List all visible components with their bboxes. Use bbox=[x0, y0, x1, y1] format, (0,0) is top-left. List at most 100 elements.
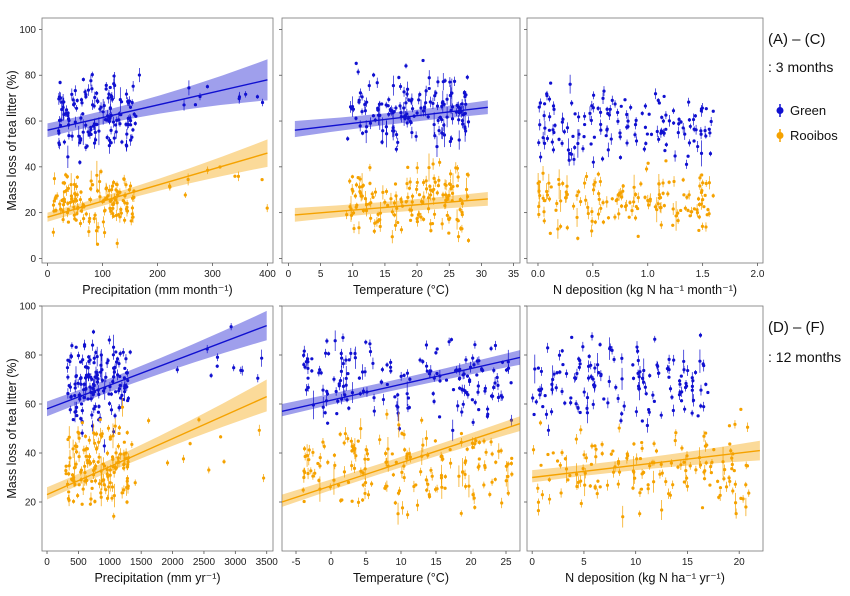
point-green-A-38 bbox=[93, 130, 97, 134]
point-rooibos-D-95 bbox=[84, 479, 88, 483]
point-green-F-119 bbox=[651, 393, 655, 397]
point-rooibos-E-45 bbox=[313, 471, 317, 475]
point-green-B-21 bbox=[346, 137, 350, 141]
point-green-E-127 bbox=[302, 353, 306, 357]
point-green-F-49 bbox=[569, 401, 573, 405]
point-green-C-3 bbox=[610, 98, 614, 102]
point-rooibos-E-18 bbox=[356, 500, 361, 504]
point-rooibos-B-49 bbox=[389, 197, 393, 201]
point-rooibos-C-71 bbox=[584, 174, 589, 179]
point-green-A-27 bbox=[109, 141, 113, 145]
point-rooibos-C-147 bbox=[593, 220, 597, 224]
x-tick-label-B-3: 15 bbox=[379, 269, 391, 280]
point-green-D-0 bbox=[76, 381, 80, 385]
point-rooibos-B-140 bbox=[410, 194, 415, 198]
point-green-E-11 bbox=[435, 347, 439, 351]
point-rooibos-C-48 bbox=[681, 178, 685, 182]
point-rooibos-D-71 bbox=[74, 462, 78, 466]
point-rooibos-C-29 bbox=[545, 189, 549, 194]
point-rooibos-D-55 bbox=[90, 486, 94, 491]
point-rooibos-F-73 bbox=[744, 483, 748, 487]
point-green-C-127 bbox=[591, 93, 596, 97]
point-rooibos-E-36 bbox=[396, 512, 400, 516]
point-rooibos-E-147 bbox=[471, 492, 475, 497]
point-rooibos-F-140 bbox=[739, 407, 743, 411]
point-rooibos-A-125 bbox=[121, 198, 125, 203]
point-green-B-138 bbox=[394, 106, 398, 110]
point-green-C-116 bbox=[629, 105, 633, 110]
point-green-B-115 bbox=[407, 116, 411, 120]
panel-D: 0 500 1000 1500 2000 2500 3000 350020406080100P… bbox=[5, 302, 278, 586]
point-green-A-102 bbox=[87, 132, 91, 137]
point-rooibos-B-139 bbox=[466, 173, 470, 177]
point-rooibos-A-18 bbox=[103, 208, 107, 212]
point-green-A-82 bbox=[128, 119, 133, 123]
point-rooibos-F-97 bbox=[538, 421, 543, 425]
point-rooibos-D-138 bbox=[113, 424, 117, 428]
point-green-A-68 bbox=[91, 103, 95, 107]
point-green-A-79 bbox=[58, 80, 62, 85]
point-rooibos-C-11 bbox=[579, 200, 583, 204]
point-rooibos-D-57 bbox=[64, 464, 68, 468]
x-tick-label-D-6: 3000 bbox=[224, 557, 247, 568]
point-green-D-48 bbox=[65, 366, 70, 370]
point-rooibos-C-61 bbox=[636, 196, 640, 200]
point-rooibos-D-45 bbox=[93, 499, 97, 504]
x-tick-label-B-2: 10 bbox=[347, 269, 359, 280]
point-rooibos-A-108 bbox=[73, 197, 78, 201]
point-rooibos-C-72 bbox=[692, 207, 696, 211]
point-green-A-76 bbox=[118, 97, 122, 102]
point-green-B-34 bbox=[397, 75, 401, 80]
point-rooibos-F-107 bbox=[709, 465, 713, 469]
x-tick-label-D-0: 0 bbox=[44, 557, 50, 568]
point-green-A-128 bbox=[89, 79, 93, 83]
point-rooibos-A-88 bbox=[104, 186, 109, 190]
point-rooibos-F-65 bbox=[722, 477, 726, 481]
point-green-B-87 bbox=[436, 80, 440, 84]
point-green-F-138 bbox=[636, 384, 641, 388]
point-rooibos-A-85 bbox=[101, 220, 105, 224]
point-green-F-137 bbox=[573, 376, 578, 381]
point-rooibos-D-69 bbox=[100, 434, 104, 438]
point-green-A-142 bbox=[255, 95, 260, 99]
point-rooibos-E-95 bbox=[326, 460, 330, 464]
point-green-C-18 bbox=[664, 127, 668, 131]
point-green-E-3 bbox=[424, 343, 429, 347]
point-green-B-12 bbox=[437, 128, 441, 133]
point-rooibos-F-105 bbox=[584, 456, 588, 460]
point-green-C-35 bbox=[687, 141, 692, 145]
point-rooibos-F-36 bbox=[583, 483, 587, 487]
point-green-C-84 bbox=[664, 143, 668, 147]
point-rooibos-F-24 bbox=[744, 463, 748, 467]
point-rooibos-C-36 bbox=[543, 199, 547, 203]
point-rooibos-C-96 bbox=[648, 199, 652, 203]
point-green-F-114 bbox=[591, 377, 595, 381]
point-rooibos-E-114 bbox=[427, 493, 431, 497]
point-rooibos-E-8 bbox=[510, 472, 514, 476]
point-green-B-73 bbox=[450, 117, 455, 121]
point-green-D-34 bbox=[102, 444, 106, 448]
point-rooibos-A-91 bbox=[61, 181, 65, 185]
point-rooibos-F-48 bbox=[640, 440, 644, 445]
point-green-A-112 bbox=[57, 143, 62, 147]
point-green-F-53 bbox=[582, 390, 586, 394]
point-rooibos-D-141 bbox=[122, 452, 126, 456]
point-rooibos-D-144 bbox=[67, 472, 71, 476]
point-green-A-115 bbox=[125, 122, 129, 127]
point-green-D-81 bbox=[73, 382, 77, 386]
x-tick-label-C-2: 1.0 bbox=[641, 269, 655, 280]
point-green-A-15 bbox=[75, 98, 79, 103]
point-rooibos-B-88 bbox=[350, 175, 355, 179]
point-rooibos-E-111 bbox=[463, 472, 467, 477]
point-rooibos-F-96 bbox=[631, 486, 635, 490]
point-green-A-138 bbox=[105, 135, 109, 140]
point-green-D-159 bbox=[175, 368, 179, 372]
point-rooibos-F-148 bbox=[727, 424, 732, 428]
point-green-C-119 bbox=[699, 151, 704, 155]
point-green-B-14 bbox=[461, 122, 465, 126]
point-green-A-22 bbox=[67, 118, 71, 123]
point-rooibos-D-76 bbox=[104, 488, 108, 492]
point-green-E-129 bbox=[492, 385, 496, 390]
point-green-C-10 bbox=[596, 106, 600, 110]
